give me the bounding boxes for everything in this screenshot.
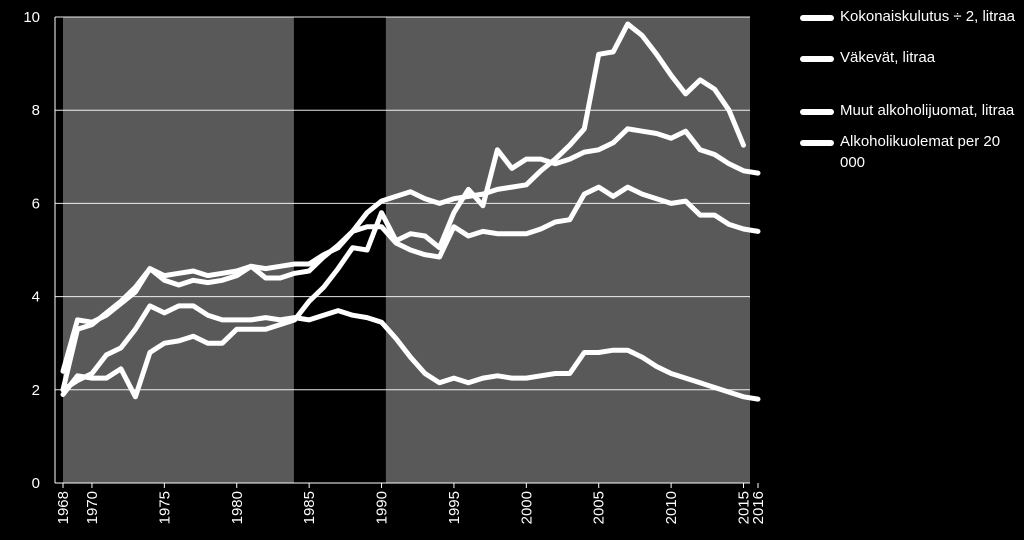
legend-swatch <box>800 15 834 21</box>
x-tick-label: 2000 <box>518 491 535 524</box>
x-axis-ticks: 1968 1970 1975 1980 1985 1990 1995 2000 2005 2010… <box>55 483 767 524</box>
series-line <box>60 184 761 374</box>
gridlines <box>55 16 750 391</box>
legend-label: Alkoholikuolemat per 20 000 <box>840 133 1001 171</box>
x-tick-label: 1968 <box>55 491 72 524</box>
series-line <box>60 21 746 393</box>
legend-swatch <box>800 109 834 115</box>
x-tick-label: 2015 <box>736 491 753 524</box>
shaded-span <box>63 17 294 483</box>
legend: Kokonaiskulutus ÷ 2, litraa Väkevät, lit… <box>796 6 1024 173</box>
x-tick-label: 1990 <box>374 491 391 524</box>
y-tick-label: 10 <box>23 9 40 26</box>
y-axis-ticks: 0 2 4 6 8 10 <box>23 9 40 492</box>
background-shading <box>55 17 750 483</box>
legend-swatch <box>800 140 834 146</box>
legend-label: Kokonaiskulutus ÷ 2, litraa <box>840 8 1015 25</box>
legend-label: Muut alkoholijuomat, litraa <box>840 102 1015 119</box>
series-line <box>60 126 761 400</box>
legend-item-kokonaiskulutus: Kokonaiskulutus ÷ 2, litraa <box>796 6 1024 27</box>
y-tick-label: 8 <box>32 102 40 119</box>
y-tick-label: 4 <box>32 289 40 306</box>
legend-swatch <box>800 56 834 62</box>
x-tick-label: 2005 <box>591 491 608 524</box>
series-lines <box>60 21 761 402</box>
axes <box>54 17 750 484</box>
x-tick-label: 2016 <box>750 491 767 524</box>
line-chart: 0 2 4 6 8 10 1968 1970 1975 1980 1985 1990 1995 2000… <box>23 9 767 524</box>
x-tick-label: 1985 <box>301 491 318 524</box>
x-tick-label: 2010 <box>663 491 680 524</box>
x-tick-label: 1975 <box>156 491 173 524</box>
legend-item-vakevat: Väkevät, litraa <box>796 47 1024 68</box>
shaded-span <box>385 17 750 483</box>
legend-item-muut: Muut alkoholijuomat, litraa <box>796 100 1024 121</box>
x-tick-label: 1995 <box>446 491 463 524</box>
x-tick-label: 1970 <box>84 491 101 524</box>
y-tick-label: 6 <box>32 195 40 212</box>
series-line <box>60 303 761 402</box>
y-tick-label: 0 <box>32 475 40 492</box>
legend-item-alkoholikuolemat: Alkoholikuolemat per 20 000 <box>796 131 1024 173</box>
y-tick-label: 2 <box>32 382 40 399</box>
legend-label: Väkevät, litraa <box>840 49 936 66</box>
x-tick-label: 1980 <box>229 491 246 524</box>
